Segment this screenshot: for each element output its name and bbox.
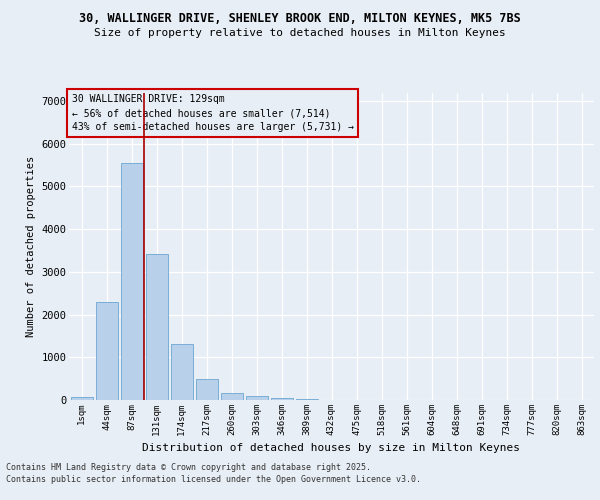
Bar bbox=[121, 163, 143, 400]
Text: 30 WALLINGER DRIVE: 129sqm
← 56% of detached houses are smaller (7,514)
43% of s: 30 WALLINGER DRIVE: 129sqm ← 56% of deta… bbox=[71, 94, 353, 132]
Bar bbox=[146, 254, 167, 400]
Bar bbox=[271, 398, 293, 400]
Bar bbox=[71, 397, 92, 400]
Bar bbox=[245, 396, 268, 400]
Bar bbox=[196, 379, 218, 400]
Text: 30, WALLINGER DRIVE, SHENLEY BROOK END, MILTON KEYNES, MK5 7BS: 30, WALLINGER DRIVE, SHENLEY BROOK END, … bbox=[79, 12, 521, 26]
Bar bbox=[221, 392, 242, 400]
Bar bbox=[95, 302, 118, 400]
Bar bbox=[170, 344, 193, 400]
Text: Contains public sector information licensed under the Open Government Licence v3: Contains public sector information licen… bbox=[6, 475, 421, 484]
Y-axis label: Number of detached properties: Number of detached properties bbox=[26, 156, 35, 337]
Text: Contains HM Land Registry data © Crown copyright and database right 2025.: Contains HM Land Registry data © Crown c… bbox=[6, 462, 371, 471]
Bar bbox=[296, 398, 317, 400]
Text: Size of property relative to detached houses in Milton Keynes: Size of property relative to detached ho… bbox=[94, 28, 506, 38]
X-axis label: Distribution of detached houses by size in Milton Keynes: Distribution of detached houses by size … bbox=[143, 444, 521, 454]
